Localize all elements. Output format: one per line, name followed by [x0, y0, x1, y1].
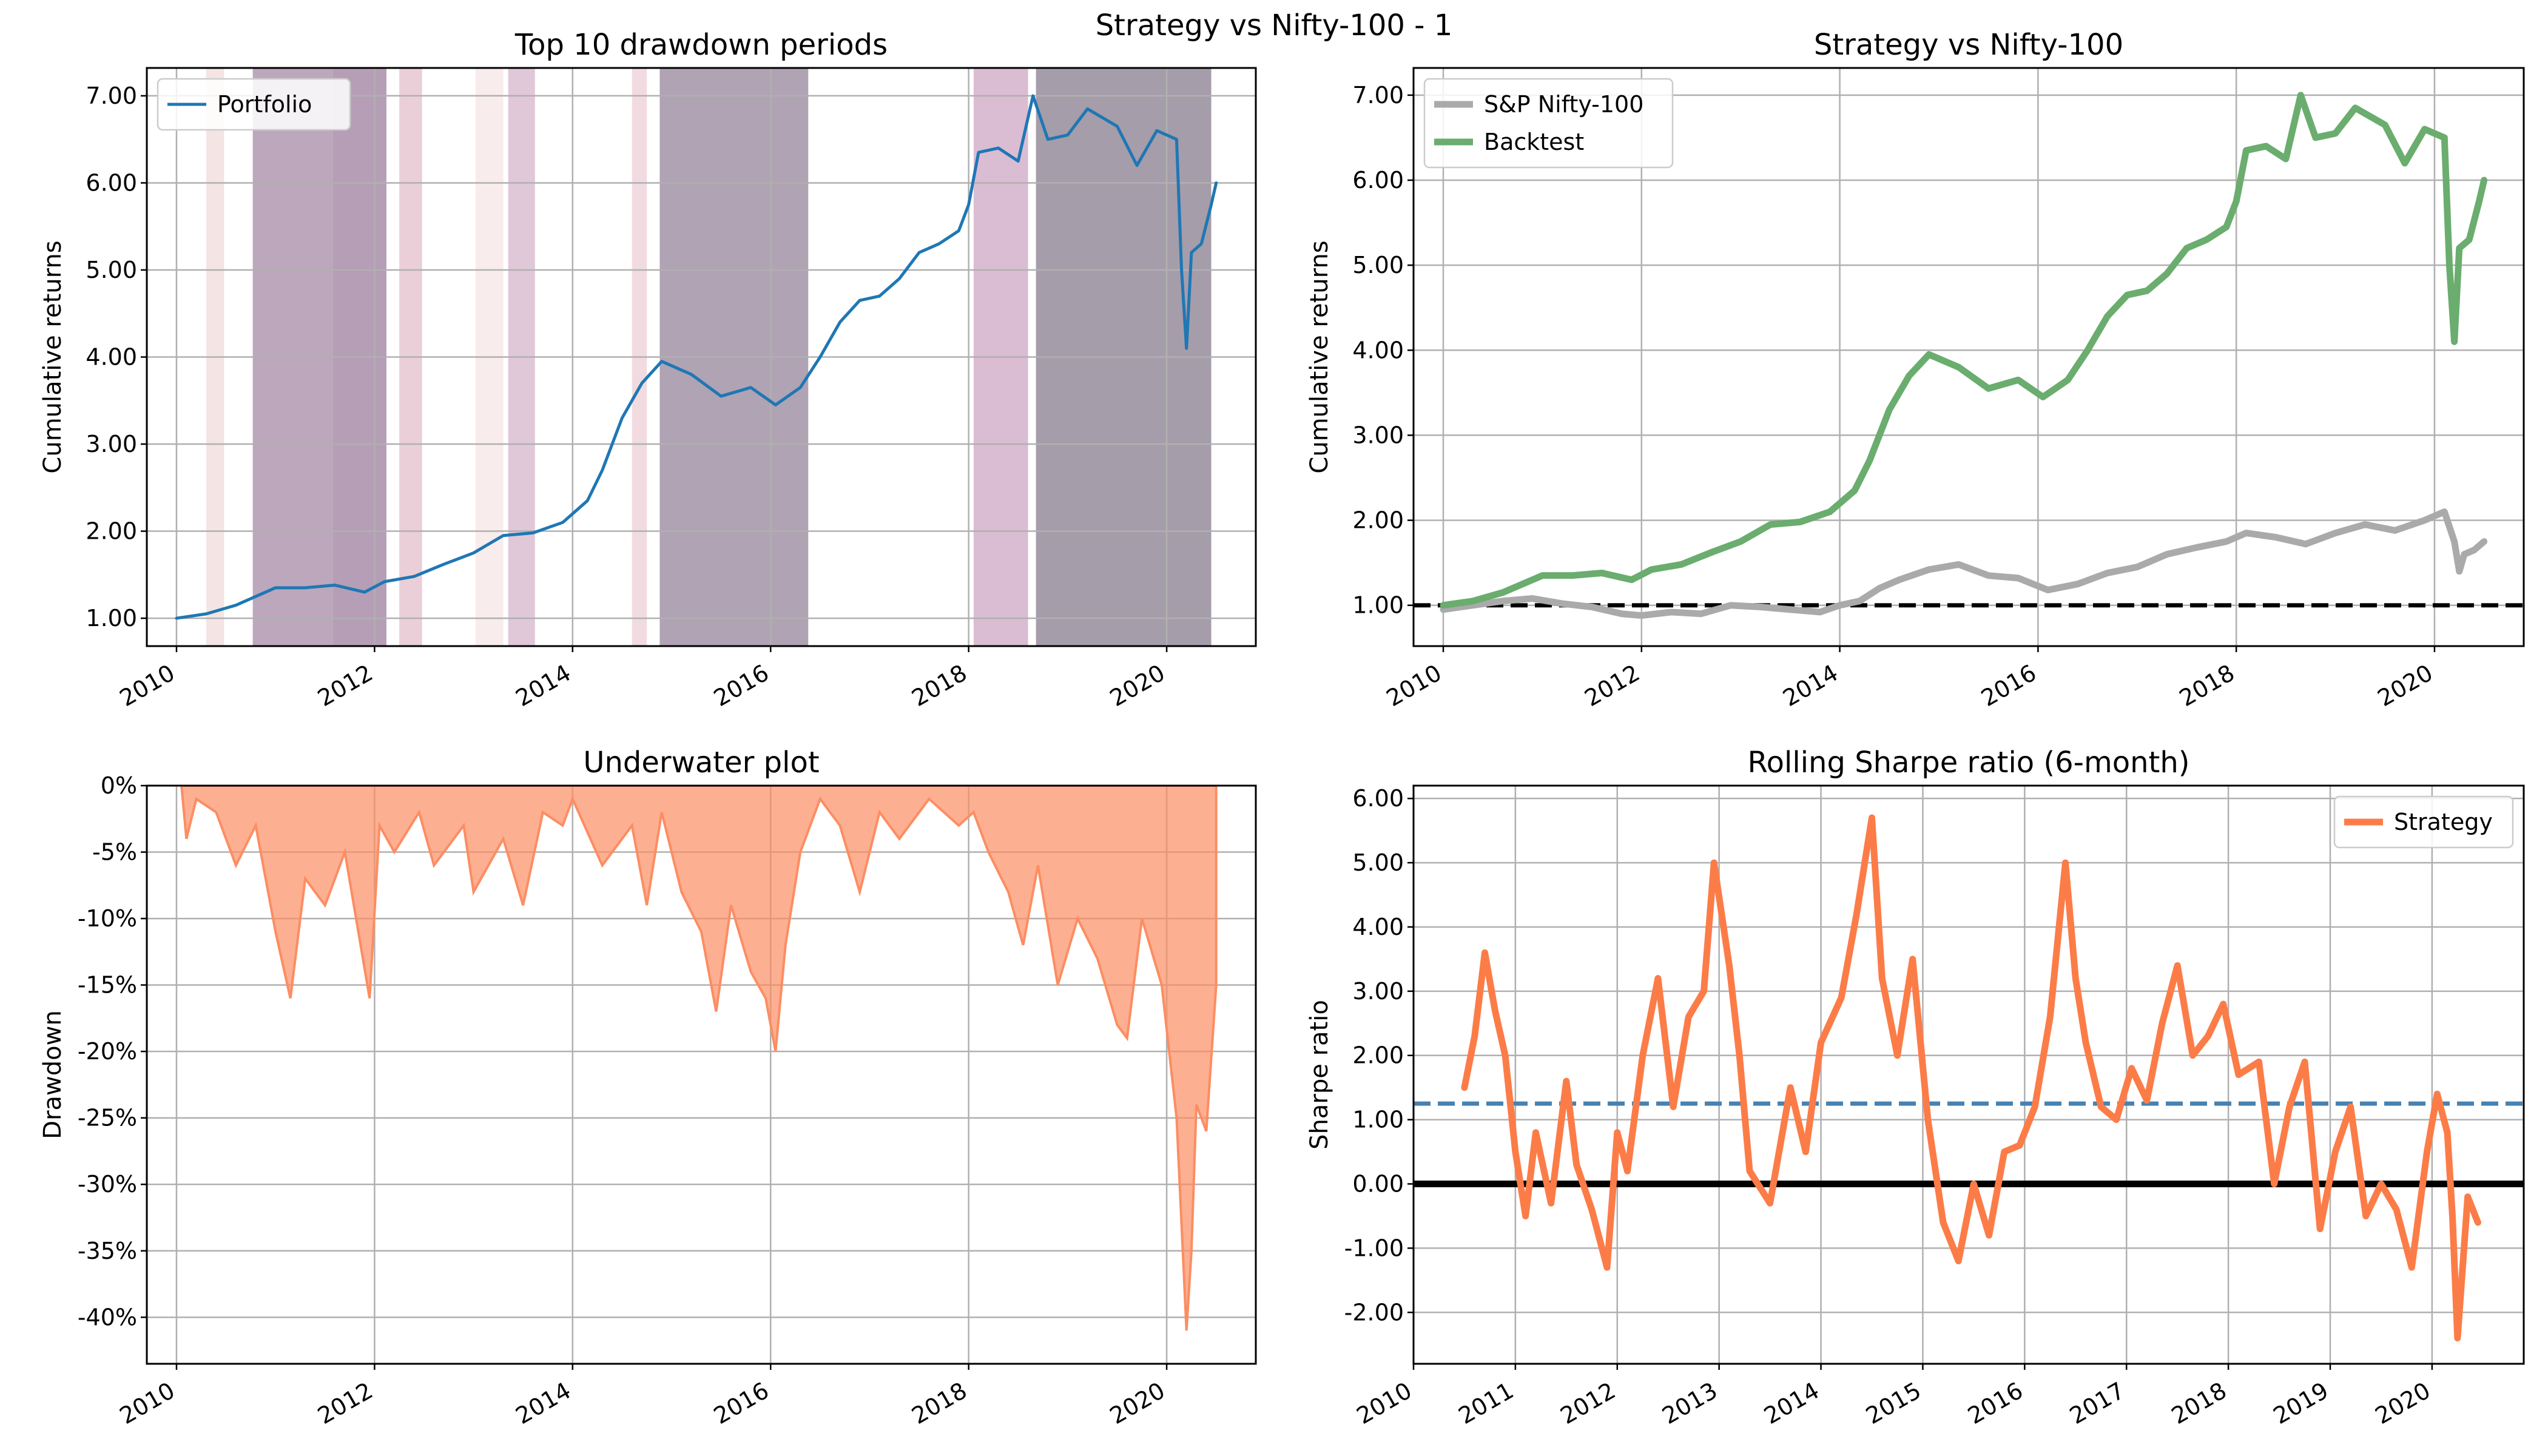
rolling_sharpe-x-tick-label: 2019	[2269, 1377, 2333, 1429]
underwater-x-tick-label: 2016	[709, 1377, 774, 1429]
strategy_vs_benchmark-chart: Strategy vs Nifty-100 2010 2012 2014 2016 201…	[1306, 28, 2525, 712]
plots-container: Top 10 drawdown periods 2010 2012 2014 2016 2…	[39, 28, 2525, 1429]
strategy_vs_benchmark-legend-box	[1423, 78, 1674, 169]
rolling_sharpe-x-tick-label: 2016	[1963, 1377, 2027, 1429]
rolling_sharpe-x-tick-label: 2011	[1454, 1377, 1518, 1429]
rolling_sharpe-y-tick-label: 5.00	[1352, 849, 1404, 876]
underwater-y-tick-label: -25%	[78, 1105, 137, 1131]
underwater-y-tick-label: 0%	[101, 772, 137, 799]
underwater-y-tick-label: -40%	[78, 1304, 137, 1330]
strategy_vs_benchmark-y-tick-label: 4.00	[1352, 337, 1404, 363]
drawdown_periods-axes-frame	[146, 67, 1257, 647]
drawdown_periods-y-tick-label: 6.00	[86, 169, 137, 196]
rolling_sharpe-y-tick-label: 1.00	[1352, 1107, 1404, 1133]
rolling_sharpe-x-tick-label: 2020	[2371, 1377, 2435, 1429]
rolling_sharpe-y-axis-label: Sharpe ratio	[1306, 1000, 1333, 1150]
rolling_sharpe-title: Rolling Sharpe ratio (6-month)	[1747, 746, 2189, 780]
drawdown_periods-series-line-1	[175, 94, 1218, 620]
drawdown_periods-x-tick-label: 2010	[115, 659, 180, 712]
rolling_sharpe-y-tick-label: 3.00	[1352, 978, 1404, 1005]
drawdown_periods-y-tick-label: 2.00	[86, 518, 137, 545]
strategy_vs_benchmark-x-tick-label: 2010	[1382, 659, 1446, 712]
drawdown_periods-title: Top 10 drawdown periods	[514, 28, 888, 62]
rolling_sharpe-x-tick-label: 2010	[1352, 1377, 1417, 1429]
drawdown_periods-chart: Top 10 drawdown periods 2010 2012 2014 2016 2…	[39, 28, 1257, 712]
strategy_vs_benchmark-legend-label-2: Backtest	[1484, 129, 1584, 155]
drawdown_periods-x-tick-label: 2018	[907, 659, 971, 712]
drawdown_periods-y-tick-label: 5.00	[86, 257, 137, 283]
underwater-y-tick-label: -15%	[78, 972, 137, 999]
rolling_sharpe-y-tick-label: 6.00	[1352, 785, 1404, 812]
strategy_vs_benchmark-legend: S&P Nifty-100 Backtest	[1423, 78, 1674, 169]
rolling_sharpe-x-tick-label: 2017	[2065, 1377, 2129, 1429]
rolling_sharpe-legend-label-1: Strategy	[2394, 809, 2493, 835]
strategy_vs_benchmark-y-tick-label: 5.00	[1352, 252, 1404, 278]
rolling_sharpe-legend: Strategy	[2333, 795, 2514, 849]
strategy_vs_benchmark-series-line-1	[1440, 508, 2488, 619]
underwater-x-tick-label: 2014	[511, 1377, 576, 1429]
strategy_vs_benchmark-x-tick-label: 2016	[1977, 659, 2041, 712]
rolling_sharpe-axes-frame	[1412, 784, 2525, 1365]
strategy_vs_benchmark-y-tick-label: 2.00	[1352, 507, 1404, 534]
rolling_sharpe-x-tick-label: 2012	[1556, 1377, 1620, 1429]
drawdown_periods-x-tick-label: 2016	[709, 659, 774, 712]
drawdown_periods-y-tick-label: 7.00	[86, 83, 137, 109]
underwater-x-tick-label: 2020	[1105, 1377, 1170, 1429]
drawdown_periods-x-tick-label: 2020	[1105, 659, 1170, 712]
underwater-y-tick-label: -5%	[92, 839, 137, 866]
strategy_vs_benchmark-y-tick-label: 6.00	[1352, 167, 1404, 194]
drawdown_periods-y-axis-label: Cumulative returns	[39, 240, 67, 473]
rolling_sharpe-x-tick-label: 2013	[1657, 1377, 1722, 1429]
underwater-y-tick-label: -30%	[78, 1171, 137, 1198]
strategy_vs_benchmark-axes-frame	[1412, 67, 2525, 647]
underwater-x-tick-label: 2012	[313, 1377, 377, 1429]
strategy_vs_benchmark-y-axis-label: Cumulative returns	[1306, 240, 1333, 473]
underwater-axes-frame	[146, 784, 1257, 1365]
strategy_vs_benchmark-legend-label-1: S&P Nifty-100	[1484, 91, 1643, 118]
strategy_vs_benchmark-y-tick-label: 7.00	[1352, 82, 1404, 109]
strategy_vs_benchmark-x-tick-label: 2012	[1580, 659, 1645, 712]
rolling_sharpe-series-line-1	[1461, 814, 2481, 1342]
rolling_sharpe-y-tick-label: -2.00	[1344, 1299, 1404, 1326]
drawdown_periods-legend-box	[157, 78, 351, 131]
strategy_vs_benchmark-x-tick-label: 2014	[1778, 659, 1842, 712]
drawdown_periods-y-tick-label: 3.00	[86, 431, 137, 457]
drawdown_periods-y-tick-label: 1.00	[86, 605, 137, 632]
drawdown_periods-legend-label-1: Portfolio	[217, 91, 312, 118]
strategy_vs_benchmark-x-tick-label: 2020	[2373, 659, 2438, 712]
rolling_sharpe-chart: Rolling Sharpe ratio (6-month) 2010 2011 20…	[1306, 746, 2525, 1429]
rolling_sharpe-y-tick-label: -1.00	[1344, 1235, 1404, 1261]
drawdown_periods-x-tick-label: 2012	[313, 659, 377, 712]
strategy_vs_benchmark-title: Strategy vs Nifty-100	[1814, 28, 2123, 62]
underwater-y-tick-label: -10%	[78, 905, 137, 932]
underwater-y-tick-label: -35%	[78, 1238, 137, 1264]
rolling_sharpe-x-tick-label: 2018	[2167, 1377, 2231, 1429]
underwater-area	[180, 786, 1218, 1331]
rolling_sharpe-y-tick-label: 4.00	[1352, 914, 1404, 940]
drawdown_periods-x-tick-label: 2014	[511, 659, 576, 712]
underwater-y-tick-label: -20%	[78, 1038, 137, 1065]
strategy_vs_benchmark-y-tick-label: 3.00	[1352, 422, 1404, 448]
strategy_vs_benchmark-y-tick-label: 1.00	[1352, 592, 1404, 619]
rolling_sharpe-x-tick-label: 2014	[1759, 1377, 1824, 1429]
underwater-y-axis-label: Drawdown	[39, 1010, 67, 1139]
rolling_sharpe-y-tick-label: 2.00	[1352, 1042, 1404, 1069]
rolling_sharpe-legend-box	[2333, 795, 2514, 849]
underwater-x-tick-label: 2010	[115, 1377, 180, 1429]
rolling_sharpe-y-tick-label: 0.00	[1352, 1171, 1404, 1198]
strategy_vs_benchmark-series-line-2	[1440, 92, 2488, 609]
rolling_sharpe-x-tick-label: 2015	[1861, 1377, 1926, 1429]
figure-suptitle: Strategy vs Nifty-100 - 1	[1096, 8, 1453, 42]
underwater-x-tick-label: 2018	[907, 1377, 971, 1429]
drawdown_periods-legend: Portfolio	[157, 78, 351, 131]
underwater-chart: Underwater plot 2010 2012 2014 2016 2018 2020 0…	[39, 746, 1257, 1429]
drawdown_periods-y-tick-label: 4.00	[86, 344, 137, 371]
underwater-title: Underwater plot	[583, 746, 819, 780]
strategy_vs_benchmark-x-tick-label: 2018	[2175, 659, 2239, 712]
